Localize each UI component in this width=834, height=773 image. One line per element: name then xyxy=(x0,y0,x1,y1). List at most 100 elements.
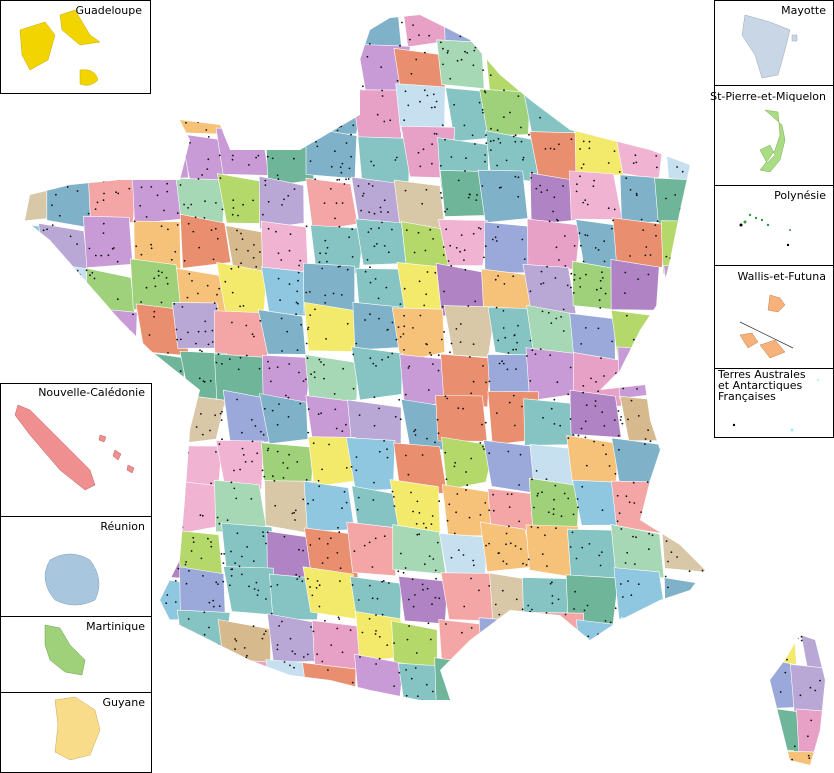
department xyxy=(440,353,491,408)
commune-dot xyxy=(271,475,274,478)
commune-dot xyxy=(157,270,160,273)
commune-dot xyxy=(156,164,158,167)
commune-dot xyxy=(569,366,572,369)
commune-dot xyxy=(473,49,476,52)
commune-dot xyxy=(235,742,237,744)
department xyxy=(610,259,660,311)
commune-dot xyxy=(579,286,582,288)
commune-dot xyxy=(324,294,327,297)
commune-dot xyxy=(578,232,581,235)
commune-dot xyxy=(550,58,553,60)
commune-dot xyxy=(381,613,384,616)
department xyxy=(789,489,825,544)
commune-dot xyxy=(578,107,581,109)
commune-dot xyxy=(356,508,359,511)
commune-dot xyxy=(154,524,156,526)
commune-dot xyxy=(723,674,726,676)
commune-dot xyxy=(729,502,732,504)
department xyxy=(574,702,625,751)
commune-dot xyxy=(517,195,520,198)
commune-dot xyxy=(221,410,223,413)
commune-dot xyxy=(462,407,464,410)
commune-dot xyxy=(632,162,635,165)
commune-dot xyxy=(735,651,738,654)
commune-dot xyxy=(531,732,533,735)
commune-dot xyxy=(552,508,555,510)
commune-dot xyxy=(616,494,619,497)
commune-dot xyxy=(48,114,50,117)
commune-dot xyxy=(295,573,298,576)
commune-dot xyxy=(258,367,261,370)
commune-dot xyxy=(218,757,221,759)
commune-dot xyxy=(670,705,673,707)
commune-dot xyxy=(171,494,174,497)
commune-dot xyxy=(424,249,427,252)
commune-dot xyxy=(688,756,691,759)
commune-dot xyxy=(293,666,295,669)
commune-dot xyxy=(522,156,525,159)
commune-dot xyxy=(742,568,745,571)
commune-dot xyxy=(774,526,776,529)
commune-dot xyxy=(658,518,660,521)
department xyxy=(350,708,402,760)
commune-dot xyxy=(371,566,374,568)
commune-dot xyxy=(581,485,584,488)
commune-dot xyxy=(416,533,419,536)
commune-dot xyxy=(807,735,809,738)
commune-dot xyxy=(316,725,318,728)
commune-dot xyxy=(473,564,475,567)
commune-dot xyxy=(305,342,308,345)
commune-dot xyxy=(324,302,327,304)
department xyxy=(225,38,275,93)
commune-dot xyxy=(248,585,250,588)
commune-dot xyxy=(762,527,764,530)
commune-dot xyxy=(216,293,218,296)
commune-dot xyxy=(160,301,163,304)
commune-dot xyxy=(177,413,180,416)
commune-dot xyxy=(443,290,445,293)
commune-dot xyxy=(676,556,678,558)
commune-dot xyxy=(816,600,819,602)
department xyxy=(617,15,669,56)
commune-dot xyxy=(667,458,670,461)
commune-dot xyxy=(161,523,164,526)
commune-dot xyxy=(191,631,193,634)
commune-dot xyxy=(153,315,155,318)
inset-label: Wallis-et-Futuna xyxy=(737,270,826,283)
commune-dot xyxy=(588,65,591,68)
commune-dot xyxy=(740,624,743,626)
commune-dot xyxy=(361,16,363,19)
commune-dot xyxy=(294,653,296,655)
commune-dot xyxy=(436,418,439,421)
commune-dot xyxy=(207,136,210,138)
commune-dot xyxy=(720,730,723,733)
commune-dot xyxy=(573,274,576,276)
commune-dot xyxy=(166,190,169,193)
commune-dot xyxy=(621,118,624,121)
commune-dot xyxy=(421,454,424,456)
commune-dot xyxy=(168,366,171,369)
department xyxy=(86,267,136,318)
commune-dot xyxy=(271,725,274,728)
commune-dot xyxy=(373,245,376,248)
commune-dot xyxy=(542,282,545,284)
commune-dot xyxy=(394,159,397,161)
commune-dot xyxy=(314,31,317,33)
commune-dot xyxy=(302,656,305,658)
commune-dot xyxy=(432,238,434,240)
commune-dot xyxy=(323,716,326,719)
commune-dot xyxy=(259,320,262,322)
commune-dot xyxy=(153,277,156,280)
commune-dot xyxy=(307,114,309,117)
commune-dot xyxy=(90,375,93,377)
commune-dot xyxy=(649,631,651,634)
commune-dot xyxy=(483,256,485,259)
commune-dot xyxy=(202,575,204,577)
commune-dot xyxy=(368,541,371,544)
department xyxy=(88,88,141,136)
commune-dot xyxy=(488,585,491,587)
commune-dot xyxy=(633,106,635,109)
inset-label: Françaises xyxy=(718,390,776,403)
commune-dot xyxy=(613,208,616,211)
commune-dot xyxy=(547,19,550,22)
